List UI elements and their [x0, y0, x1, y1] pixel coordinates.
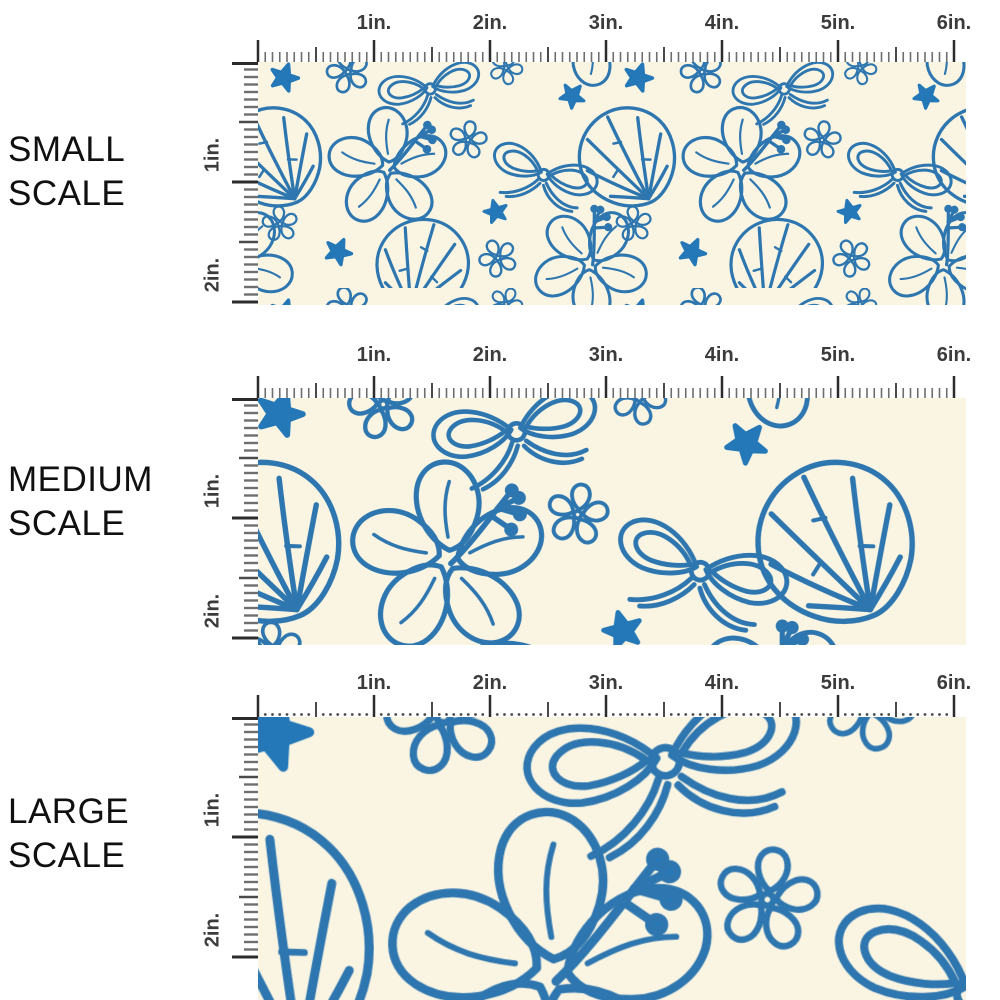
fabric-pattern-small [258, 62, 966, 305]
ruler-inch-label: 4in. [704, 344, 740, 366]
scale-label-line: SMALL [8, 130, 126, 169]
ruler-inch-label: 3in. [588, 12, 624, 34]
ruler-ticks [232, 398, 258, 640]
ruler-inch-label: 6in. [936, 12, 972, 34]
ruler-inch-label: 2in. [201, 593, 224, 629]
ruler-inch-label: 1in. [201, 137, 224, 173]
ruler-inch-label: 3in. [588, 344, 624, 366]
ruler-inch-label: 1in. [201, 792, 224, 828]
ruler-inch-label: 5in. [820, 672, 856, 694]
ruler-ticks [232, 717, 258, 959]
ruler-inch-label: 2in. [201, 912, 224, 948]
ruler-inch-label: 2in. [472, 672, 508, 694]
vertical-ruler: 1in. 2in. [200, 62, 258, 312]
ruler-ticks [256, 695, 956, 717]
vertical-ruler: 1in. 2in. [200, 717, 258, 967]
ruler-inch-label: 1in. [356, 12, 392, 34]
fabric-background [258, 62, 966, 305]
horizontal-ruler: 1in. 2in. 3in. 4in. 5in. 6in. [256, 12, 972, 62]
fabric-pattern-large [258, 717, 966, 1000]
ruler-inch-label: 4in. [704, 672, 740, 694]
ruler-inch-label: 1in. [356, 344, 392, 366]
ruler-inch-label: 6in. [936, 344, 972, 366]
scale-label-large: LARGE SCALE [8, 790, 129, 878]
ruler-inch-label: 5in. [820, 12, 856, 34]
fabric-pattern-medium [258, 398, 966, 645]
scale-label-line: SCALE [8, 504, 126, 543]
ruler-inch-label: 6in. [936, 672, 972, 694]
ruler-inch-label: 2in. [472, 12, 508, 34]
ruler-inch-label: 3in. [588, 672, 624, 694]
fabric-background [258, 717, 966, 1000]
fabric-swatch-medium [258, 398, 966, 645]
ruler-inch-label: 1in. [201, 473, 224, 509]
scale-label-small: SMALL SCALE [8, 128, 125, 216]
scale-label-line: SCALE [8, 836, 126, 875]
fabric-background [258, 398, 966, 645]
ruler-ticks [256, 40, 956, 62]
scale-label-line: SCALE [8, 174, 126, 213]
ruler-inch-label: 1in. [356, 672, 392, 694]
scale-label-line: MEDIUM [8, 460, 153, 499]
fabric-swatch-large [258, 717, 966, 1000]
ruler-inch-label: 5in. [820, 344, 856, 366]
scale-label-medium: MEDIUM SCALE [8, 458, 153, 546]
horizontal-ruler: 1in. 2in. 3in. 4in. 5in. 6in. [256, 672, 972, 717]
ruler-inch-label: 4in. [704, 12, 740, 34]
vertical-ruler: 1in. 2in. [200, 398, 258, 648]
ruler-ticks [256, 376, 956, 398]
scale-label-line: LARGE [8, 792, 130, 831]
horizontal-ruler: 1in. 2in. 3in. 4in. 5in. 6in. [256, 344, 972, 398]
ruler-inch-label: 2in. [201, 257, 224, 293]
ruler-ticks [232, 62, 258, 304]
fabric-swatch-small [258, 62, 966, 305]
ruler-inch-label: 2in. [472, 344, 508, 366]
